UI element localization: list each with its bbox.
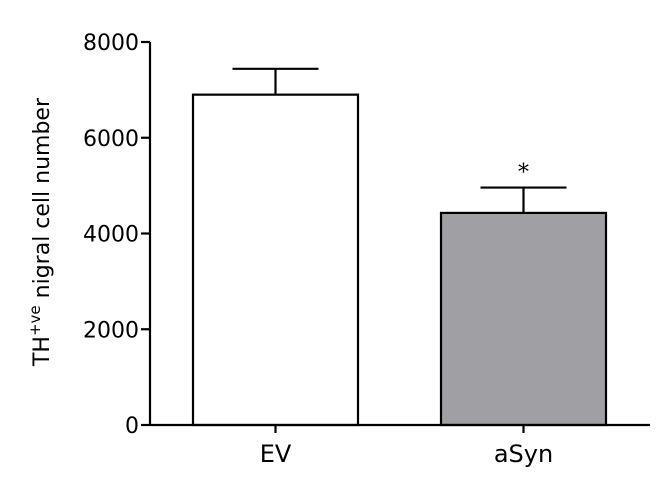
error-bars-group bbox=[232, 67, 567, 213]
bar-ev bbox=[191, 93, 360, 427]
annotations-group: * bbox=[518, 161, 529, 186]
y-tick-label: 2000 bbox=[83, 318, 139, 343]
y-axis: 0 2000 4000 6000 8000 bbox=[83, 31, 152, 439]
y-tick-label: 4000 bbox=[83, 223, 139, 248]
bars-group bbox=[191, 93, 608, 427]
y-tick-label: 6000 bbox=[83, 127, 139, 152]
y-axis-title-rest: nigral cell number bbox=[30, 97, 55, 305]
significance-marker: * bbox=[518, 161, 529, 186]
bar-asyn bbox=[439, 211, 608, 427]
y-tick-label: 8000 bbox=[83, 31, 139, 56]
x-tick-label-ev: EV bbox=[260, 440, 292, 468]
x-tick-label-asyn: aSyn bbox=[494, 440, 553, 468]
y-tick-label: 0 bbox=[125, 414, 139, 439]
y-axis-title-superscript: +ve bbox=[26, 305, 44, 336]
x-axis: EV aSyn bbox=[150, 423, 650, 468]
y-axis-title: TH+ve nigral cell number bbox=[26, 97, 55, 367]
y-axis-title-main: TH bbox=[30, 336, 55, 367]
